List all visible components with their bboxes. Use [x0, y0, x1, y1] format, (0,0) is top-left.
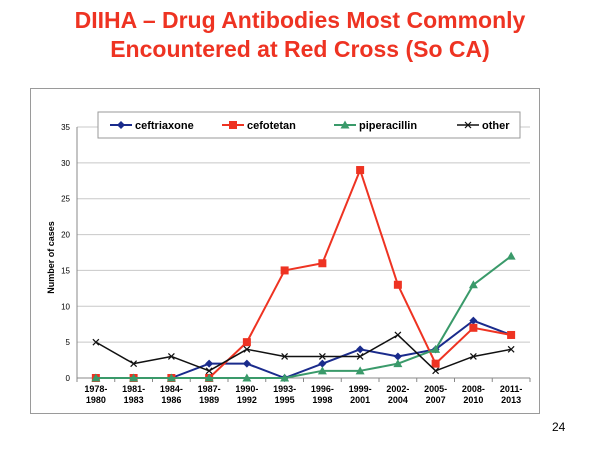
legend-label: piperacillin [359, 120, 417, 132]
y-tick-label: 5 [66, 338, 71, 347]
square-marker [280, 266, 289, 275]
diamond-marker [393, 352, 402, 361]
x-tick-label: 1981-1983 [122, 384, 145, 405]
square-marker [393, 280, 402, 289]
x-marker [130, 360, 138, 368]
x-marker [243, 345, 251, 353]
legend-item-cefotetan: cefotetan [222, 120, 296, 132]
chart-frame [30, 88, 540, 414]
diamond-marker [356, 345, 365, 354]
x-marker [507, 345, 515, 353]
x-marker [394, 331, 402, 339]
x-marker [318, 353, 326, 360]
legend-item-ceftriaxone: ceftriaxone [110, 120, 194, 132]
x-tick-label: 1978-1980 [84, 384, 107, 405]
series-other [92, 331, 515, 375]
y-tick-label: 30 [61, 159, 70, 168]
legend-item-other: other [457, 120, 510, 132]
x-tick-label: 1990-1992 [235, 384, 258, 405]
series-line-piperacillin [95, 255, 512, 379]
square-marker [431, 359, 440, 368]
x-marker [281, 353, 289, 360]
x-tick-label: 2002-2004 [386, 384, 409, 405]
series-line-other [95, 334, 512, 372]
y-tick-label: 15 [61, 266, 70, 275]
triangle-marker [355, 366, 365, 375]
x-tick-label: 1993-1995 [273, 384, 296, 405]
y-tick-label: 10 [61, 302, 70, 311]
legend: ceftriaxone cefotetan piperacillin other [97, 111, 521, 139]
slide-title: DIIHA – Drug Antibodies Most Commonly En… [0, 6, 600, 64]
triangle-marker [166, 373, 176, 382]
slide-title-line-2: Encountered at Red Cross (So CA) [110, 36, 490, 62]
legend-item-piperacillin: piperacillin [334, 120, 417, 132]
slide-title-line-1: DIIHA – Drug Antibodies Most Commonly [74, 7, 526, 33]
legend-label: cefotetan [247, 120, 296, 132]
x-marker [356, 353, 364, 360]
x-tick-label: 1996-1998 [311, 384, 334, 405]
diamond-marker [117, 121, 125, 129]
series-piperacillin [91, 251, 516, 382]
triangle-marker [393, 359, 403, 368]
x-marker [167, 353, 175, 360]
triangle-marker [317, 366, 327, 375]
y-tick-label: 25 [61, 195, 70, 204]
triangle-marker [431, 344, 441, 353]
x-marker [464, 121, 472, 129]
x-marker [432, 367, 440, 375]
y-tick-label: 0 [66, 374, 71, 383]
series-line-ceftriaxone [95, 319, 512, 379]
triangle-marker [91, 373, 101, 382]
legend-box [97, 111, 521, 139]
square-marker [318, 259, 327, 268]
series-line-cefotetan [95, 169, 512, 379]
triangle-marker [468, 280, 478, 289]
x-tick-label: 2008-2010 [462, 384, 485, 405]
diamond-marker [205, 359, 214, 368]
slide-number: 24 [552, 420, 566, 434]
diamond-marker [469, 316, 478, 325]
y-axis-title: Number of cases [46, 221, 56, 294]
gridlines [77, 126, 530, 343]
square-marker [469, 323, 478, 332]
x-tick-label: 2011-2013 [500, 384, 523, 405]
triangle-marker [204, 373, 214, 382]
x-marker [205, 367, 213, 375]
diamond-marker [318, 359, 327, 368]
triangle-marker [129, 373, 139, 382]
triangle-marker [280, 373, 290, 382]
y-tick-label: 35 [61, 123, 70, 132]
square-marker [356, 166, 365, 175]
x-tick-label: 1987-1989 [198, 384, 221, 405]
triangle-marker [340, 120, 350, 129]
x-marker [92, 338, 100, 346]
y-tick-label: 20 [61, 231, 70, 240]
x-tick-label: 1999-2001 [349, 384, 372, 405]
legend-label: other [482, 120, 510, 132]
square-marker [229, 121, 237, 129]
x-tick-label: 1984-1986 [160, 384, 183, 405]
legend-label: ceftriaxone [135, 120, 194, 132]
x-marker [469, 353, 477, 360]
square-marker [507, 330, 516, 339]
triangle-marker [506, 251, 516, 260]
square-marker [242, 338, 251, 347]
triangle-marker [242, 373, 252, 382]
series [91, 166, 516, 382]
x-tick-label: 2005-2007 [424, 384, 447, 405]
diamond-marker [242, 359, 251, 368]
